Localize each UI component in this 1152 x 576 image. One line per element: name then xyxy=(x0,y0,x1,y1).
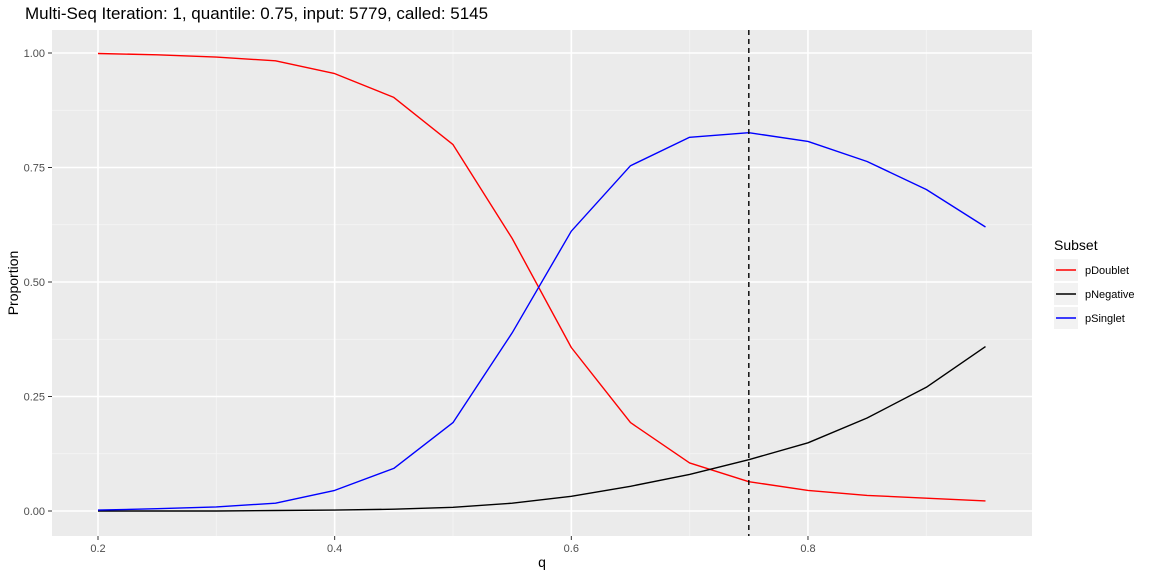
y-axis-title: Proportion xyxy=(5,251,21,316)
chart-title: Multi-Seq Iteration: 1, quantile: 0.75, … xyxy=(25,4,488,23)
minor-gridlines xyxy=(52,30,1032,536)
y-tick-label: 0.75 xyxy=(24,163,45,175)
legend: Subset pDoublet pNegative pSinglet xyxy=(1054,237,1135,329)
plot-panel xyxy=(52,30,1032,536)
legend-title: Subset xyxy=(1054,237,1098,253)
y-tick-label: 1.00 xyxy=(24,48,45,60)
y-axis: 0.00 0.25 0.50 0.75 1.00 xyxy=(24,48,52,518)
legend-label-pnegative: pNegative xyxy=(1085,289,1135,301)
legend-label-psinglet: pSinglet xyxy=(1085,313,1125,325)
y-tick-label: 0.25 xyxy=(24,392,45,404)
x-tick-label: 0.4 xyxy=(327,543,342,555)
series-line-pdoublet xyxy=(97,52,986,502)
x-tick-label: 0.2 xyxy=(90,543,105,555)
x-tick-label: 0.6 xyxy=(564,543,579,555)
series-layer xyxy=(97,52,986,512)
major-gridlines xyxy=(52,30,1032,536)
series-line-psinglet xyxy=(97,131,986,511)
y-tick-label: 0.50 xyxy=(24,277,45,289)
y-tick-label: 0.00 xyxy=(24,506,45,518)
x-axis-title: q xyxy=(538,554,546,570)
legend-label-pdoublet: pDoublet xyxy=(1085,265,1129,277)
x-tick-label: 0.8 xyxy=(800,543,815,555)
series-line-pnegative xyxy=(98,346,986,512)
x-axis: 0.2 0.4 0.6 0.8 xyxy=(90,536,816,555)
